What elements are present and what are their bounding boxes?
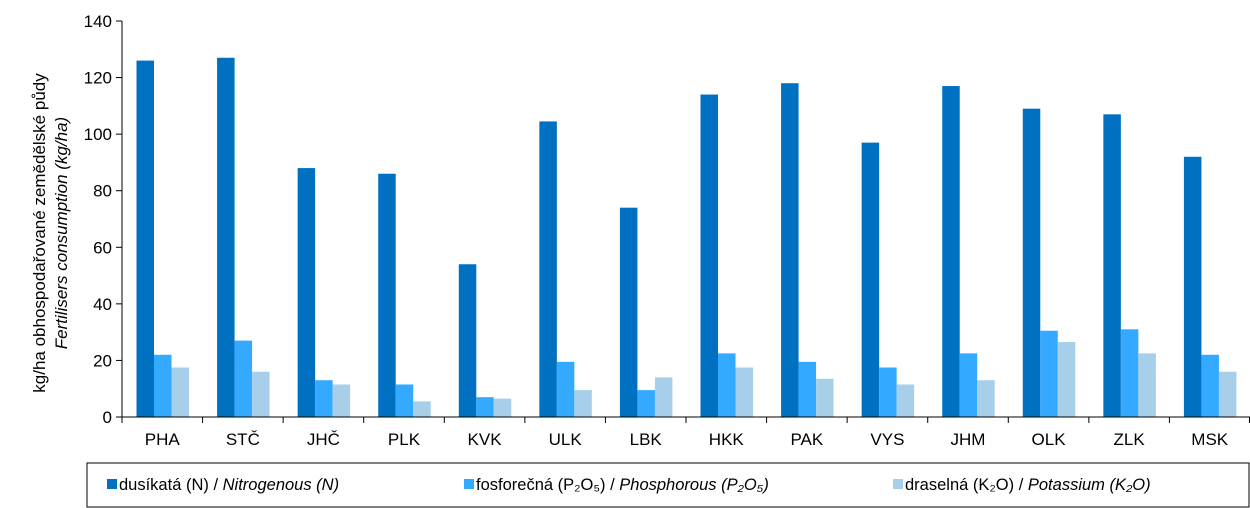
bar-series-2-KVK [476,397,494,417]
bar-series-3-STČ [252,371,270,417]
y-tick-label: 60 [93,238,112,257]
bars [136,57,1237,418]
bar-series-2-VYS [879,367,897,417]
bar-series-3-PAK [816,378,834,417]
axes [121,21,1250,423]
y-axis-title-en: Fertilisers consumption (kg/ha) [52,117,71,349]
bar-series-3-PHA [171,367,189,417]
bar-series-1-KVK [458,264,477,417]
bar-series-1-PAK [781,83,799,417]
bar-series-3-KVK [493,398,512,417]
bar-series-1-JHM [942,86,960,418]
bar-series-3-ZLK [1138,353,1156,417]
bar-series-2-MSK [1201,354,1219,417]
x-tick-label: ZLK [1114,430,1146,449]
legend-box [86,462,1250,508]
bar-series-1-PHA [136,60,154,417]
x-tick-label: MSK [1191,430,1229,449]
x-tick-label: KVK [468,430,503,449]
bar-series-2-ZLK [1120,329,1139,417]
bar-series-1-HKK [700,94,718,418]
bar-series-3-ULK [574,390,592,417]
x-tick-label: PAK [790,430,823,449]
x-tick-label: VYS [870,430,904,449]
legend-entry-1: dusíkatá (N) / Nitrogenous (N) [119,476,339,494]
y-tick-label: 80 [93,182,112,201]
y-axis-title: kg/ha obhospodařované zemědělské půdy Fe… [30,73,71,393]
bar-series-2-HKK [718,353,736,417]
x-tick-label: PLK [388,430,421,449]
y-tick-label: 0 [103,408,112,427]
bar-series-2-PLK [395,384,414,417]
bar-series-1-PLK [378,173,396,417]
bar-series-2-JHČ [315,380,333,417]
legend-entry-3: draselná (K₂O) / Potassium (K₂O) [905,476,1151,494]
bar-series-3-JHM [977,380,995,417]
bar-series-3-VYS [896,384,915,417]
legend-swatch-1 [107,479,117,489]
bar-series-3-LBK [654,377,673,417]
bar-series-2-JHM [959,353,978,417]
legend-swatch-2 [464,479,474,489]
bar-series-1-ULK [539,121,557,418]
y-tick-label: 120 [84,69,112,88]
bar-series-3-PLK [413,401,431,417]
bar-series-1-LBK [619,207,638,417]
bar-series-3-MSK [1218,371,1237,417]
y-tick-label: 100 [84,125,112,144]
x-tick-label: HKK [709,430,745,449]
bar-series-3-JHČ [332,384,351,417]
bar-series-1-MSK [1183,156,1202,417]
legend: dusíkatá (N) / Nitrogenous (N) fosforečná… [86,462,1250,508]
y-tick-label: 20 [93,351,112,370]
x-tick-label: LBK [630,430,663,449]
x-tick-label: JHM [951,430,986,449]
y-axis-title-cz: kg/ha obhospodařované zemědělské půdy [30,73,49,393]
y-tick-label: 140 [84,12,112,31]
legend-entry-2: fosforečná (P₂O₅) / Phosphorous (P₂O₅) [476,476,769,494]
bar-series-2-PAK [798,361,817,417]
x-tick-label: PHA [145,430,181,449]
x-tick-label: STČ [226,430,260,449]
bar-series-2-PHA [154,354,172,417]
bar-series-1-STČ [217,57,235,418]
x-tick-label: ULK [549,430,583,449]
x-tick-label: OLK [1032,430,1067,449]
bar-series-2-LBK [637,390,655,417]
bar-series-1-OLK [1022,108,1041,417]
bar-series-1-VYS [861,142,880,417]
y-axis-ticks: 0 20 40 60 80 100 120 140 [84,12,122,427]
bar-series-3-HKK [735,367,753,417]
legend-swatch-3 [893,479,903,489]
bar-series-2-OLK [1040,330,1058,417]
bar-series-2-ULK [556,361,575,417]
bar-series-1-ZLK [1103,114,1121,417]
y-tick-label: 40 [93,295,112,314]
bar-series-1-JHČ [297,168,316,417]
x-axis-labels: PHA STČ JHČ PLK KVK ULK LBK HKK PAK VYS JHM OLK ZLK M… [145,430,1229,449]
bar-series-3-OLK [1057,342,1076,417]
bar-series-2-STČ [234,340,253,417]
x-tick-label: JHČ [307,430,340,449]
